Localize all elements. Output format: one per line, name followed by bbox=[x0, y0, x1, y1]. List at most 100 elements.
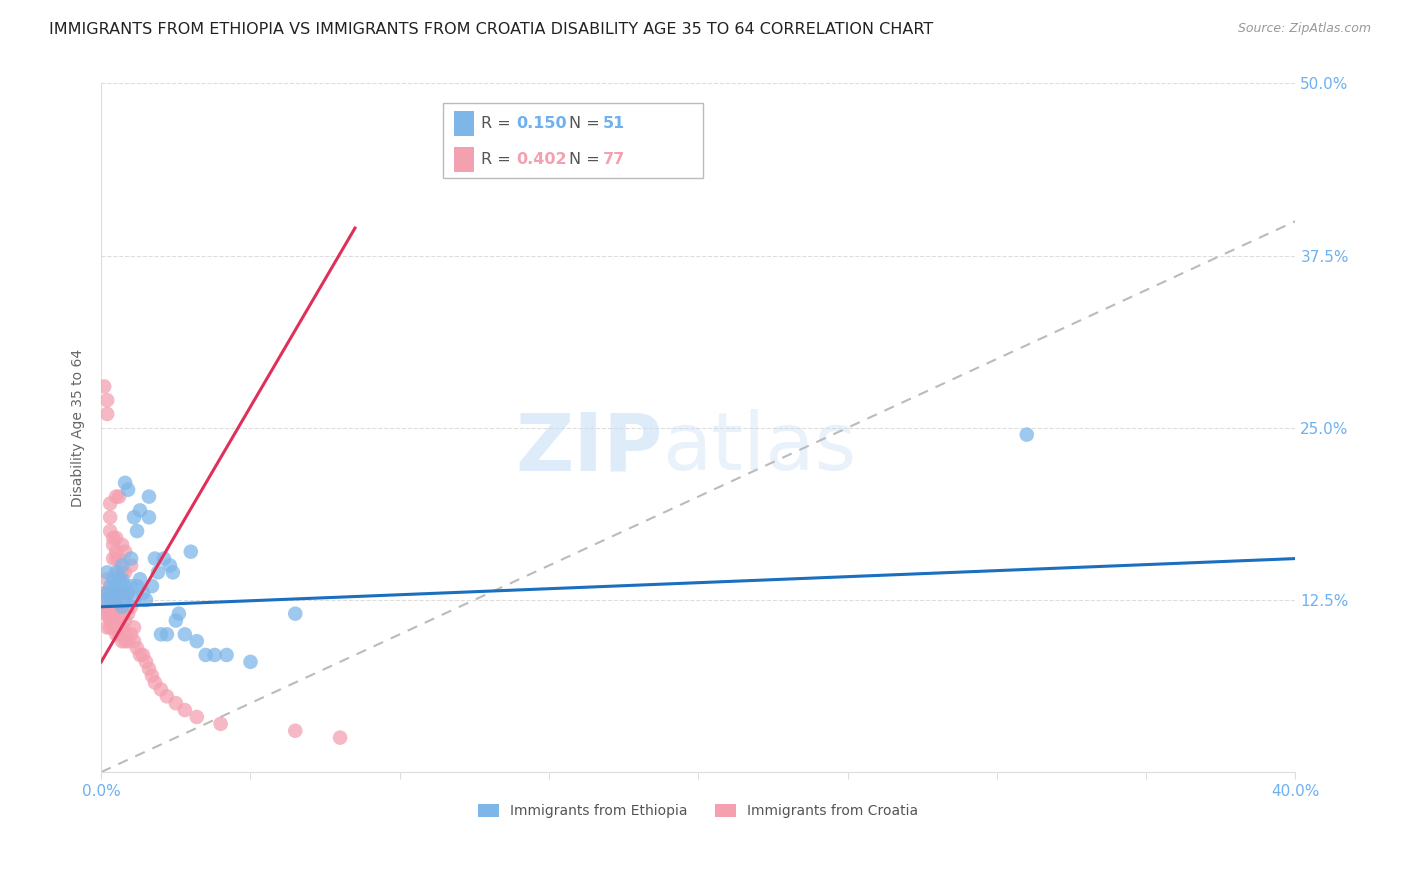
Point bbox=[129, 503, 152, 517]
Point bbox=[114, 566, 136, 580]
Point bbox=[173, 703, 195, 717]
Point bbox=[105, 579, 128, 593]
Point bbox=[111, 607, 134, 621]
Point bbox=[101, 572, 124, 586]
Legend: Immigrants from Ethiopia, Immigrants from Croatia: Immigrants from Ethiopia, Immigrants fro… bbox=[472, 798, 924, 823]
Point bbox=[108, 566, 131, 580]
Point bbox=[329, 731, 352, 745]
Point bbox=[96, 620, 118, 634]
Point bbox=[186, 634, 208, 648]
Point bbox=[132, 648, 155, 662]
Point bbox=[143, 551, 166, 566]
Point bbox=[93, 379, 115, 393]
Point bbox=[122, 593, 145, 607]
Point bbox=[101, 599, 124, 614]
Point bbox=[101, 620, 124, 634]
Point bbox=[194, 648, 217, 662]
Point bbox=[111, 599, 134, 614]
Point bbox=[117, 483, 139, 497]
Point bbox=[93, 593, 115, 607]
Point bbox=[105, 586, 128, 600]
Point bbox=[120, 627, 142, 641]
Point bbox=[105, 531, 128, 545]
Point bbox=[98, 607, 121, 621]
Point bbox=[153, 551, 176, 566]
Point bbox=[114, 627, 136, 641]
Point bbox=[111, 586, 134, 600]
Point bbox=[114, 634, 136, 648]
Point bbox=[96, 572, 118, 586]
Text: N =: N = bbox=[569, 116, 606, 131]
Point bbox=[101, 551, 124, 566]
Point bbox=[98, 496, 121, 510]
Point bbox=[138, 510, 160, 524]
Point bbox=[117, 586, 139, 600]
Point bbox=[125, 579, 148, 593]
Point bbox=[114, 614, 136, 628]
Point bbox=[239, 655, 262, 669]
Point bbox=[149, 682, 172, 697]
Point bbox=[98, 599, 121, 614]
Point bbox=[108, 627, 131, 641]
Point bbox=[108, 586, 131, 600]
Point bbox=[98, 510, 121, 524]
Point bbox=[165, 696, 187, 710]
Point bbox=[180, 544, 202, 558]
Point bbox=[143, 675, 166, 690]
Point bbox=[173, 627, 195, 641]
Point bbox=[108, 614, 131, 628]
Point bbox=[209, 716, 232, 731]
Point bbox=[114, 579, 136, 593]
Point bbox=[108, 572, 131, 586]
Point bbox=[111, 572, 134, 586]
Point bbox=[96, 407, 118, 421]
Point bbox=[101, 614, 124, 628]
Point bbox=[98, 524, 121, 538]
Point bbox=[96, 607, 118, 621]
Point bbox=[186, 710, 208, 724]
Point bbox=[156, 627, 179, 641]
Point bbox=[162, 566, 184, 580]
Point bbox=[105, 544, 128, 558]
Point bbox=[105, 614, 128, 628]
Point bbox=[165, 614, 187, 628]
Text: 51: 51 bbox=[603, 116, 626, 131]
Point bbox=[149, 627, 172, 641]
Point bbox=[159, 558, 181, 573]
Point bbox=[98, 614, 121, 628]
Point bbox=[117, 634, 139, 648]
Point bbox=[111, 634, 134, 648]
Point bbox=[93, 607, 115, 621]
Point bbox=[204, 648, 226, 662]
Point bbox=[120, 558, 142, 573]
Point bbox=[141, 668, 163, 682]
Point bbox=[93, 599, 115, 614]
Point bbox=[98, 620, 121, 634]
Point bbox=[117, 607, 139, 621]
Y-axis label: Disability Age 35 to 64: Disability Age 35 to 64 bbox=[72, 349, 86, 507]
Point bbox=[129, 572, 152, 586]
Point bbox=[284, 723, 307, 738]
Text: R =: R = bbox=[481, 116, 516, 131]
Point bbox=[120, 599, 142, 614]
Point bbox=[108, 490, 131, 504]
Point bbox=[284, 607, 307, 621]
Point bbox=[114, 475, 136, 490]
Point bbox=[108, 586, 131, 600]
Text: Source: ZipAtlas.com: Source: ZipAtlas.com bbox=[1237, 22, 1371, 36]
Point bbox=[129, 648, 152, 662]
Point bbox=[146, 566, 169, 580]
Point bbox=[96, 599, 118, 614]
Point bbox=[105, 599, 128, 614]
Point bbox=[105, 551, 128, 566]
Point bbox=[132, 586, 155, 600]
Point bbox=[105, 490, 128, 504]
Point bbox=[122, 634, 145, 648]
Point bbox=[215, 648, 238, 662]
Point bbox=[105, 566, 128, 580]
Point bbox=[114, 593, 136, 607]
Point bbox=[111, 566, 134, 580]
Point bbox=[122, 510, 145, 524]
Point bbox=[101, 586, 124, 600]
Point bbox=[108, 551, 131, 566]
